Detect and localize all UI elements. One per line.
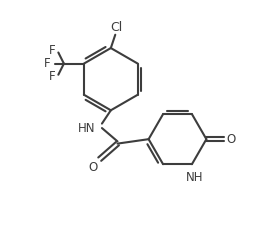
Text: O: O [88,161,98,174]
Text: NH: NH [185,171,203,184]
Text: F: F [44,57,51,70]
Text: F: F [48,70,55,83]
Text: Cl: Cl [110,21,123,34]
Text: HN: HN [78,122,95,135]
Text: F: F [48,44,55,57]
Text: O: O [226,133,235,146]
